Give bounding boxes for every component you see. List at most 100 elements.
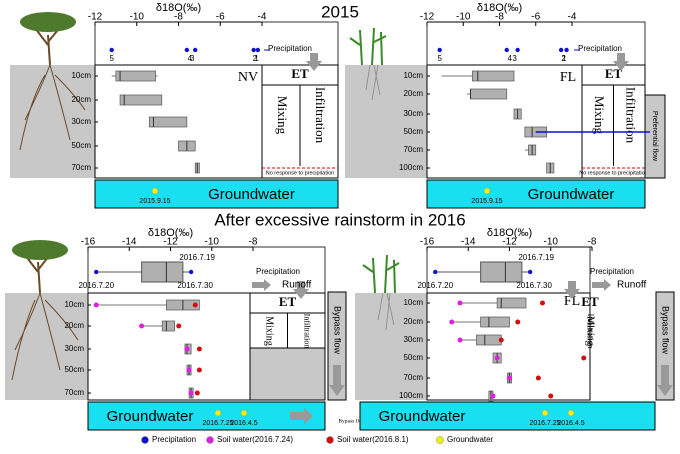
x-tick-label: -10 [544, 237, 559, 248]
groundwater-point [567, 409, 575, 417]
depth-label: 30cm [403, 335, 423, 344]
precip-date: 2016.7.20 [78, 281, 114, 290]
soil-0724-point [184, 346, 190, 352]
groundwater-date: 2016.7.25 [529, 420, 560, 427]
no-response-label: No response to precipitation [579, 170, 647, 176]
precip-date: 2016.7.19 [179, 253, 215, 262]
x-tick-label: -12 [88, 12, 103, 23]
infiltration-label: Infiltration [313, 87, 328, 144]
depth-label: 50cm [64, 365, 84, 374]
precip-point [437, 47, 442, 53]
preferential-label: Preferential flow [651, 111, 658, 162]
soil-0801-point [540, 300, 545, 306]
x-tick-label: -8 [495, 12, 504, 23]
depth-label: 30cm [403, 109, 423, 118]
infiltration-label: Infiltration [623, 87, 638, 144]
x-tick-label: -4 [568, 12, 577, 23]
groundwater-label: Groundwater [208, 186, 295, 203]
precip-point [564, 47, 569, 53]
soil-0724-point [457, 337, 463, 343]
box [480, 316, 510, 328]
precip-point [515, 47, 520, 53]
bypass-zone [327, 291, 347, 401]
precip-label: 5 [109, 54, 114, 63]
depth-label: 70cm [64, 388, 84, 397]
box [148, 116, 188, 128]
bypass-label: Bypass flow [661, 306, 671, 355]
precip-point [184, 47, 190, 53]
precip-point [251, 47, 256, 53]
groundwater-point [214, 409, 222, 417]
x-tick-label: -12 [502, 237, 517, 248]
soil-0724-point [139, 323, 145, 329]
precip-label: 1 [562, 54, 567, 63]
runoff-arrow [252, 279, 271, 291]
precip-date: 2016.7.20 [417, 281, 453, 290]
box [496, 297, 527, 309]
soil-0801-point [194, 390, 200, 396]
depth-label: 50cm [403, 353, 423, 362]
crops [349, 27, 400, 331]
x-tick-label: -8 [588, 237, 597, 248]
precip-date: 2016.7.19 [518, 253, 554, 262]
depth-label: 70cm [71, 163, 91, 172]
groundwater-date: 2015.9.15 [139, 198, 170, 205]
legend-label: Soil water(2016.8.1) [337, 435, 409, 444]
x-tick-label: -14 [461, 237, 476, 248]
depth-label: 100cm [399, 163, 423, 172]
bypass-label: Bypass flow [333, 306, 343, 355]
precipitation-label: Precipitation [256, 267, 300, 276]
precip-point [94, 269, 99, 275]
legend-label: Precipitation [152, 435, 196, 444]
box [119, 94, 163, 106]
box [161, 320, 175, 332]
soil-0724-point [490, 393, 496, 399]
bypass-zone [655, 291, 675, 401]
soil-0801-point [196, 346, 202, 352]
precipitation-label: Precipitation [578, 44, 622, 53]
soil-0801-point [581, 355, 587, 361]
mixing-label: Mixing [275, 96, 290, 135]
legend-marker [206, 436, 214, 444]
groundwater-date: 2016.4.5 [557, 420, 584, 427]
groundwater-date: 2016.4.5 [230, 420, 257, 427]
mixing-label: Mixing [263, 316, 274, 345]
depth-label: 20cm [403, 317, 423, 326]
precip-label: 2 [561, 54, 566, 63]
legend-marker [436, 436, 444, 444]
box [470, 88, 508, 100]
x-tick-label: -10 [456, 12, 471, 23]
et-label: ET [279, 294, 297, 309]
groundwater-bar [94, 179, 339, 209]
x-tick-label: -6 [531, 12, 540, 23]
x-tick-label: -8 [174, 12, 183, 23]
groundwater-point [240, 409, 248, 417]
groundwater-bar [359, 401, 656, 431]
bypass-arrow [657, 365, 673, 396]
precip-date: 2016.7.30 [516, 281, 552, 290]
legend-marker [326, 436, 334, 444]
down-arrow [306, 53, 322, 71]
precip-point [188, 269, 194, 275]
x-axis-title: δ18O(‰) [487, 227, 532, 239]
precipitation-label: Precipitation [268, 44, 312, 53]
depth-label: 10cm [403, 298, 423, 307]
precip-frame [94, 21, 339, 66]
legend-label: Groundwater [447, 435, 494, 444]
down-arrow [613, 53, 629, 71]
panel-label: NV [238, 70, 258, 85]
x-axis-title: δ18O(‰) [156, 2, 201, 14]
soil-0724-point [507, 375, 512, 381]
precip-date: 2016.7.30 [177, 281, 213, 290]
et-label: ET [291, 66, 309, 81]
x-tick-label: -10 [130, 12, 145, 23]
panel-label: FL [564, 294, 580, 309]
mixing-label: Mixing [592, 96, 607, 135]
soil-0801-point [176, 323, 182, 329]
box [476, 334, 502, 346]
runoff-label: Runoff [617, 280, 647, 291]
legend-marker [141, 436, 149, 444]
soil-0801-point [192, 302, 198, 308]
depth-label: 10cm [71, 71, 91, 80]
precipitation-label: Precipitation [590, 267, 634, 276]
